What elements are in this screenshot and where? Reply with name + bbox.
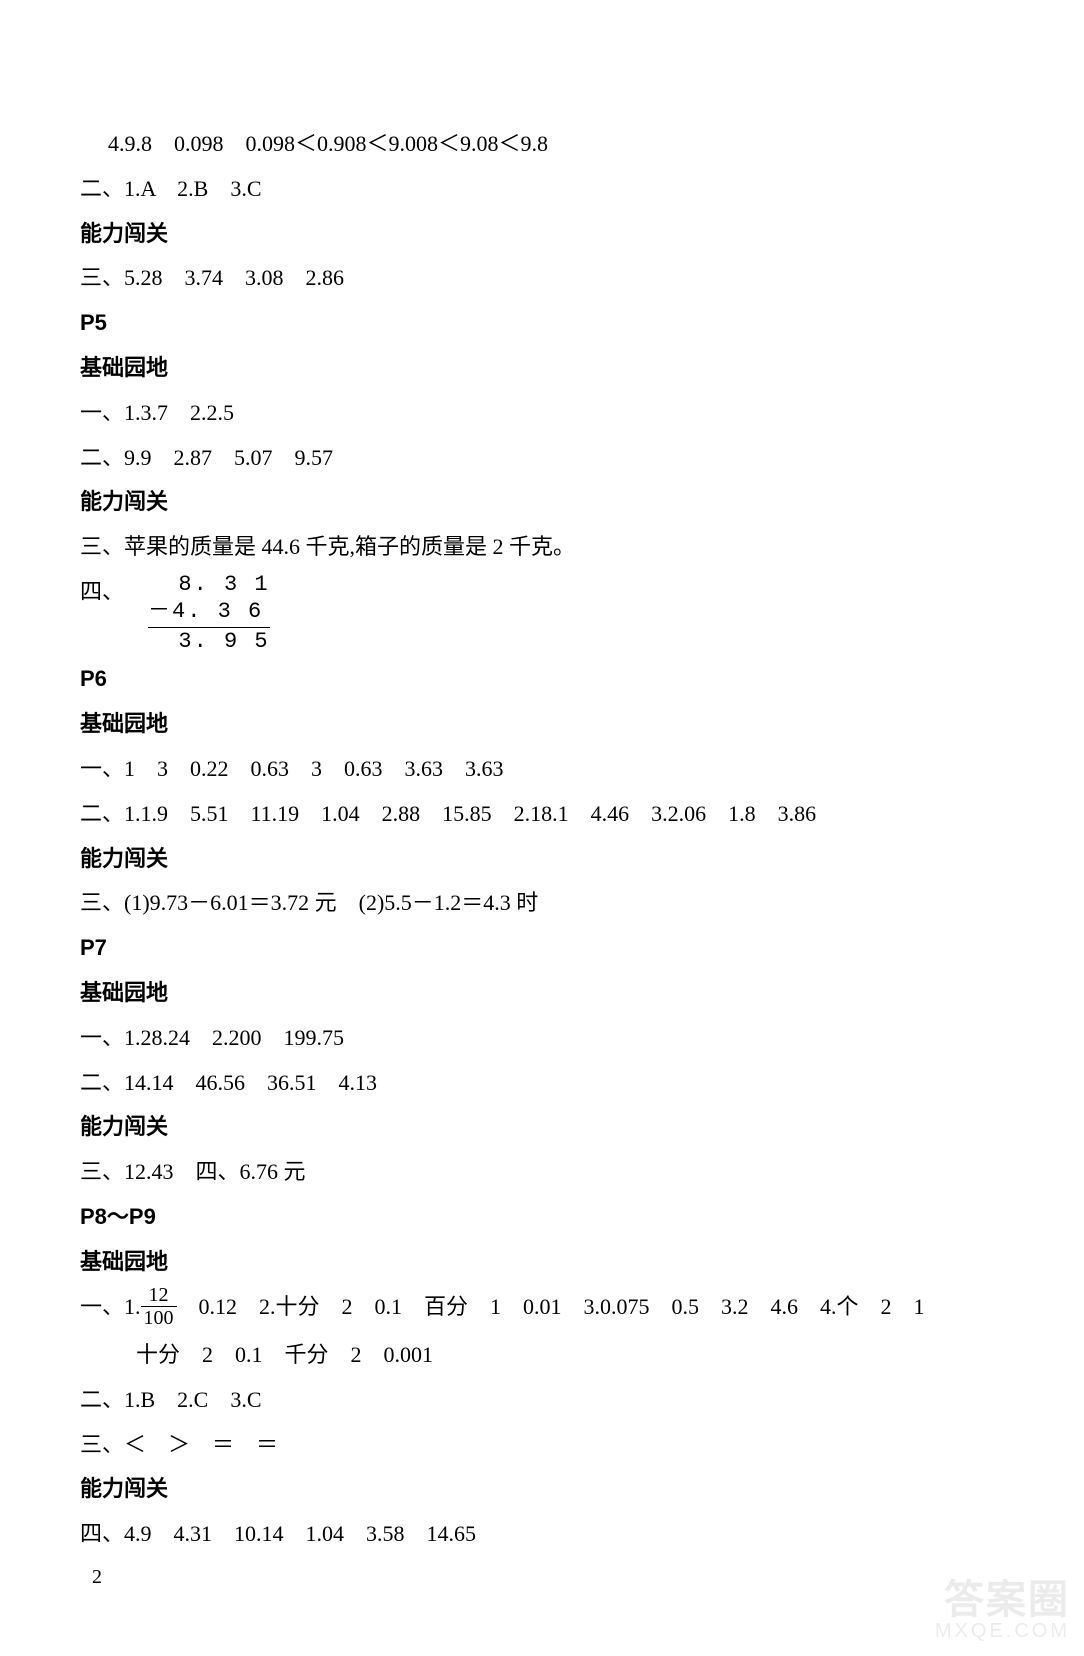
heading-basic: 基础园地 xyxy=(80,703,1004,745)
heading-basic: 基础园地 xyxy=(80,347,1004,389)
heading-basic: 基础园地 xyxy=(80,972,1004,1014)
heading-p6: P6 xyxy=(80,658,1004,700)
text-line: 二、9.9 2.87 5.07 9.57 xyxy=(80,437,1004,479)
heading-ability: 能力闯关 xyxy=(80,481,1004,523)
text-line: 十分 2 0.1 千分 2 0.001 xyxy=(80,1334,1004,1376)
text-span: 0.12 2.十分 2 0.1 百分 1 0.01 3.0.075 0.5 3.… xyxy=(177,1294,925,1319)
heading-ability: 能力闯关 xyxy=(80,838,1004,880)
calc-label: 四、 xyxy=(80,571,124,613)
text-line: 一、1.3.7 2.2.5 xyxy=(80,392,1004,434)
heading-ability: 能力闯关 xyxy=(80,1106,1004,1148)
text-line: 四、4.9 4.31 10.14 1.04 3.58 14.65 xyxy=(80,1513,1004,1555)
vertical-calc: 8. 3 1 －4. 3 6 3. 9 5 xyxy=(148,571,270,656)
text-line: 二、1.B 2.C 3.C xyxy=(80,1379,1004,1421)
text-line: 三、＜ ＞ ＝ ＝ xyxy=(80,1424,1004,1466)
calc-row: 8. 3 1 xyxy=(148,571,270,599)
heading-p5: P5 xyxy=(80,302,1004,344)
calc-row: 3. 9 5 xyxy=(148,628,270,656)
heading-basic: 基础园地 xyxy=(80,1241,1004,1283)
heading-p7: P7 xyxy=(80,927,1004,969)
heading-ability: 能力闯关 xyxy=(80,1468,1004,1510)
calc-block: 四、 8. 3 1 －4. 3 6 3. 9 5 xyxy=(80,571,1004,656)
text-line: 二、14.14 46.56 36.51 4.13 xyxy=(80,1062,1004,1104)
heading-p8p9: P8～P9 xyxy=(80,1196,1004,1238)
text-line: 一、1 3 0.22 0.63 3 0.63 3.63 3.63 xyxy=(80,748,1004,790)
text-line: 三、(1)9.73－6.01＝3.72 元 (2)5.5－1.2＝4.3 时 xyxy=(80,882,1004,924)
fraction-num: 12 xyxy=(141,1284,177,1307)
text-line: 一、1.12100 0.12 2.十分 2 0.1 百分 1 0.01 3.0.… xyxy=(80,1286,1004,1331)
text-line: 一、1.28.24 2.200 199.75 xyxy=(80,1017,1004,1059)
text-line: 三、12.43 四、6.76 元 xyxy=(80,1151,1004,1193)
text-line: 二、1.A 2.B 3.C xyxy=(80,168,1004,210)
text-line: 三、苹果的质量是 44.6 千克,箱子的质量是 2 千克。 xyxy=(80,526,1004,568)
fraction: 12100 xyxy=(141,1284,177,1329)
page-number: 2 xyxy=(80,1558,1004,1596)
text-line: 4.9.8 0.098 0.098＜0.908＜9.008＜9.08＜9.8 xyxy=(80,123,1004,165)
text-line: 三、5.28 3.74 3.08 2.86 xyxy=(80,257,1004,299)
heading-ability: 能力闯关 xyxy=(80,213,1004,255)
calc-row: －4. 3 6 xyxy=(148,598,270,628)
watermark-line2: MXQE.COM xyxy=(935,1621,1070,1642)
text-span: 一、1. xyxy=(80,1294,141,1319)
text-line: 二、1.1.9 5.51 11.19 1.04 2.88 15.85 2.18.… xyxy=(80,793,1004,835)
fraction-den: 100 xyxy=(141,1307,177,1329)
